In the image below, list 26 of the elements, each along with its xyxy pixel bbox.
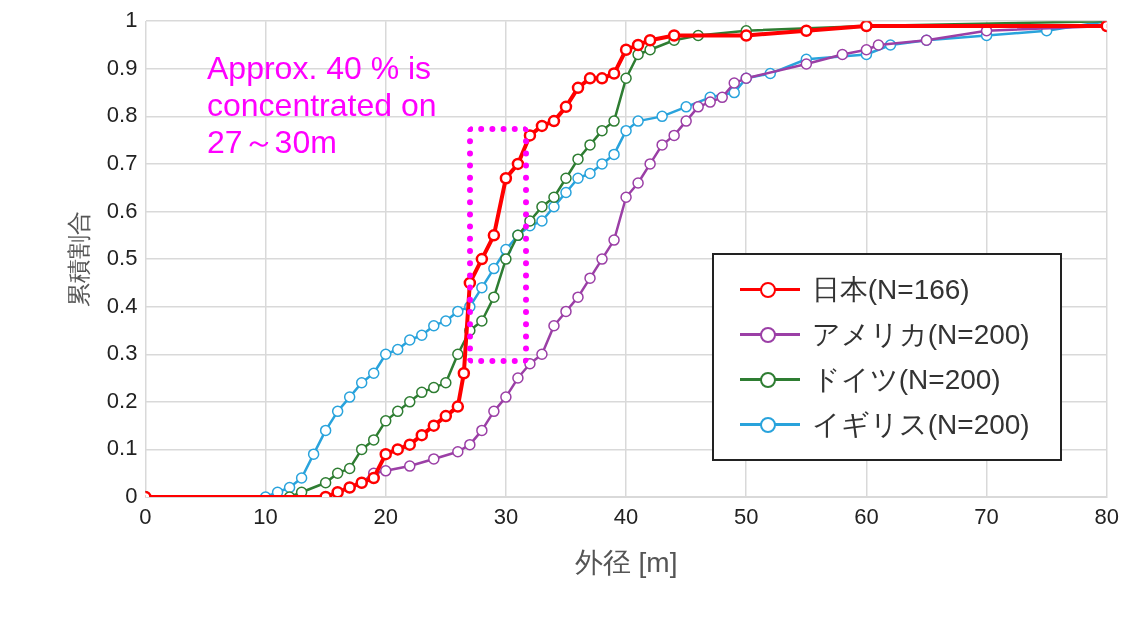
x-tick-label: 10 bbox=[253, 504, 278, 530]
y-tick-label: 0.3 bbox=[106, 340, 138, 366]
x-tick-label: 40 bbox=[613, 504, 639, 530]
x-tick-label: 50 bbox=[734, 504, 759, 530]
y-tick-label: 0.1 bbox=[106, 435, 138, 461]
x-tick-label: 30 bbox=[493, 504, 519, 530]
x-axis-title: 外径 [m] bbox=[574, 546, 678, 578]
y-tick-label: 0.2 bbox=[106, 387, 138, 413]
y-tick-label: 0.8 bbox=[106, 102, 138, 128]
y-tick-label: 0.4 bbox=[106, 292, 138, 318]
y-axis-title: 累積割合 bbox=[65, 211, 93, 308]
x-tick-label: 80 bbox=[1094, 504, 1120, 530]
y-tick-label: 1 bbox=[125, 7, 138, 33]
x-tick-label: 20 bbox=[373, 504, 398, 530]
y-tick-label: 0.6 bbox=[106, 197, 138, 223]
legend-label: アメリカ(N=200) bbox=[811, 317, 1030, 352]
annotation: Approx. 40 % is concentrated on 27～30m bbox=[207, 50, 438, 161]
legend-label: 日本(N=166) bbox=[811, 272, 970, 307]
y-tick-label: 0.5 bbox=[106, 245, 138, 271]
x-tick-label: 60 bbox=[854, 504, 879, 530]
y-tick-label: 0 bbox=[125, 483, 138, 509]
legend-label: イギリス(N=200) bbox=[811, 407, 1030, 442]
legend-label: ドイツ(N=200) bbox=[811, 362, 1001, 397]
y-tick-label: 0.9 bbox=[106, 54, 138, 80]
y-tick-label: 0.7 bbox=[106, 150, 138, 175]
x-tick-label: 70 bbox=[974, 504, 999, 530]
